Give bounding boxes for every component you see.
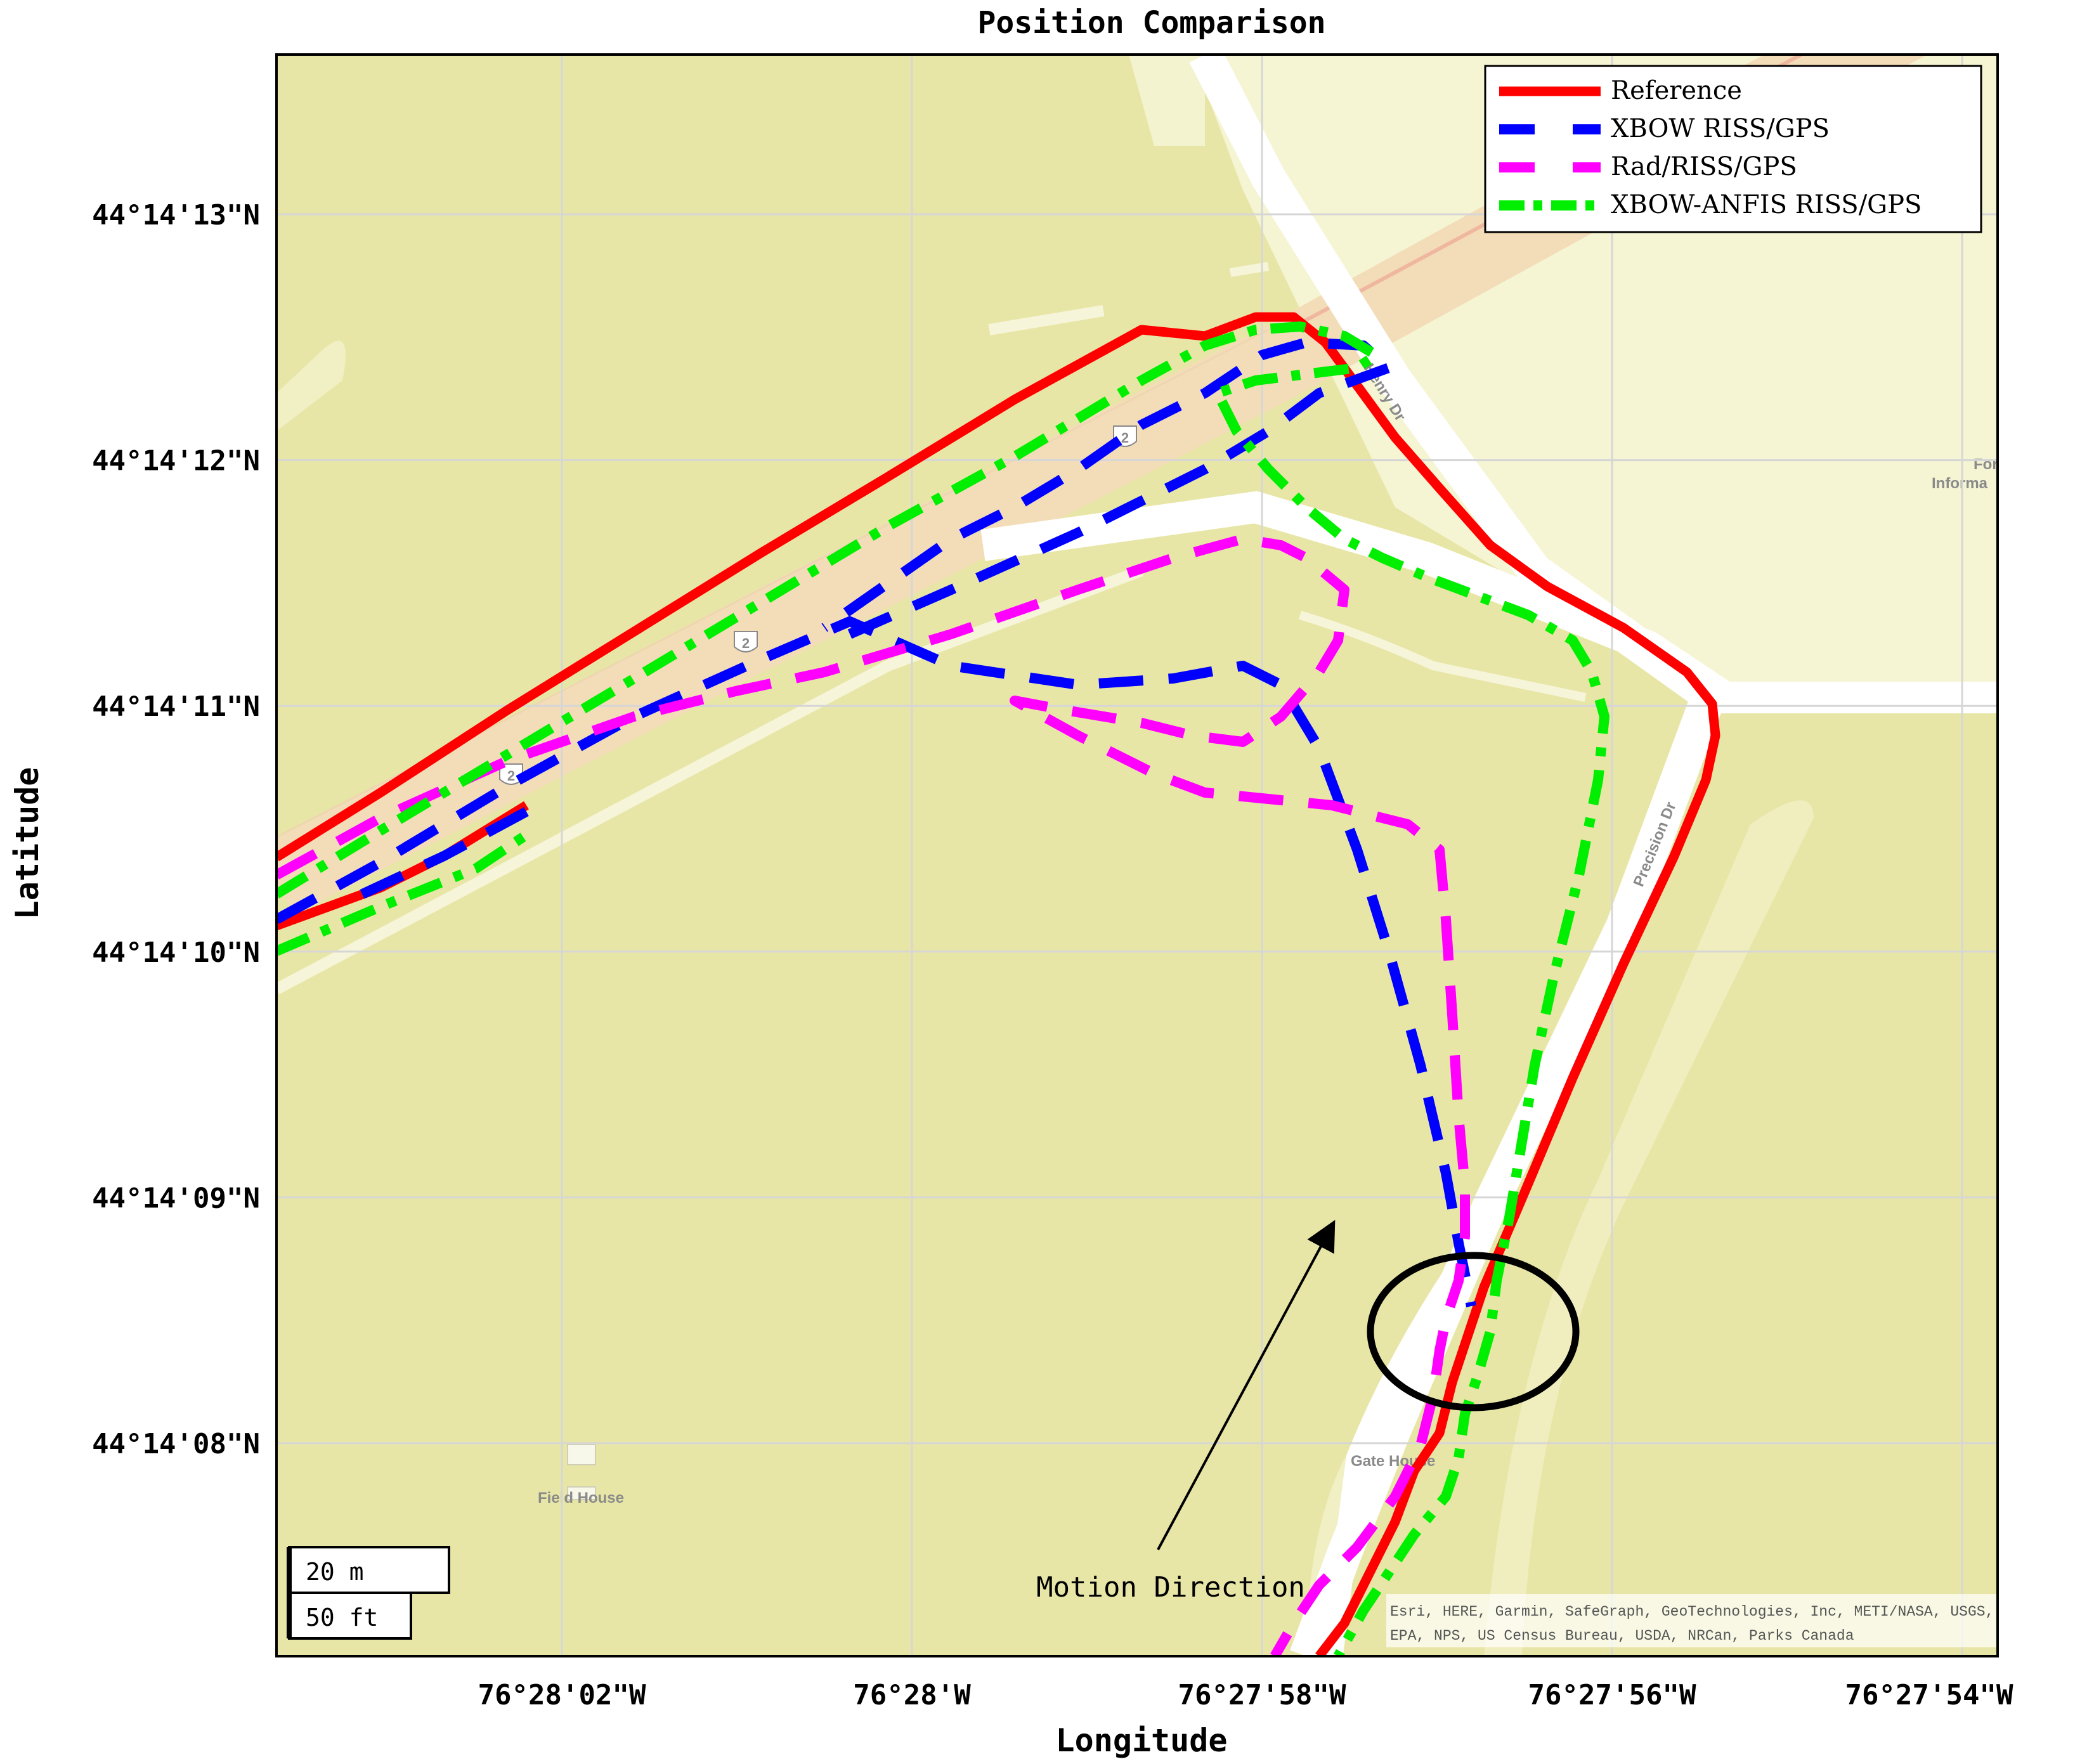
series-xbow-riss-gps-lower xyxy=(346,807,529,905)
series-reference xyxy=(276,312,1720,1656)
svg-text:XBOW-ANFIS RISS/GPS: XBOW-ANFIS RISS/GPS xyxy=(1611,190,1922,219)
y-tick-labels: 44°14'13"N 44°14'12"N 44°14'11"N 44°14'10"N… xyxy=(92,199,260,1460)
trajectory-series xyxy=(276,312,1720,1656)
svg-text:2: 2 xyxy=(742,635,750,651)
motion-direction-arrow xyxy=(1157,1219,1336,1550)
x-tick-label: 76°28'02"W xyxy=(478,1679,646,1711)
x-tick-label: 76°28'W xyxy=(853,1679,971,1711)
parking-right xyxy=(1484,800,1814,1656)
svg-text:2: 2 xyxy=(507,768,515,784)
svg-text:Rad/RISS/GPS: Rad/RISS/GPS xyxy=(1611,152,1797,181)
series-xbow-anfis-riss-gps xyxy=(276,321,1610,1656)
route-shield-2: 2 xyxy=(734,631,758,652)
label-informa: Informa xyxy=(1932,475,1988,492)
label-field-house: Field House xyxy=(538,1489,624,1507)
road-strip-3 xyxy=(1298,611,1587,702)
field-house-building-2 xyxy=(567,1486,596,1500)
x-tick-label: 76°27'56"W xyxy=(1528,1679,1696,1711)
svg-text:EPA, NPS, US Census Bureau, US: EPA, NPS, US Census Bureau, USDA, NRCan,… xyxy=(1390,1628,1854,1644)
svg-text:Esri, HERE, Garmin, SafeGraph,: Esri, HERE, Garmin, SafeGraph, GeoTechno… xyxy=(1390,1604,1994,1620)
highlight-ellipse xyxy=(1367,1252,1580,1411)
chart-title: Position Comparison xyxy=(977,5,1325,41)
y-tick-label: 44°14'11"N xyxy=(92,691,260,723)
x-tick-label: 76°27'58"W xyxy=(1178,1679,1346,1711)
x-tick-labels: 76°28'02"W 76°28'W 76°27'58"W 76°27'56"W 76°… xyxy=(478,1679,2013,1711)
road-gate-house xyxy=(1320,1262,1468,1656)
series-rad-riss-gps xyxy=(276,534,1470,1656)
x-tick-label: 76°27'54"W xyxy=(1845,1679,2013,1711)
motion-direction-label: Motion Direction xyxy=(1036,1571,1305,1604)
legend-entry-rad: Rad/RISS/GPS xyxy=(1499,152,1797,181)
road-strip-2 xyxy=(988,305,1105,335)
y-tick-label: 44°14'08"N xyxy=(92,1428,260,1460)
scale-bar: 20 m 50 ft xyxy=(287,1546,450,1640)
legend-entry-reference: Reference xyxy=(1499,76,1742,105)
scale-imperial: 50 ft xyxy=(306,1604,378,1631)
y-axis-label: Latitude xyxy=(9,767,46,920)
urban-area-strip xyxy=(1129,55,1205,146)
legend: Reference XBOW RISS/GPS Rad/RISS/GPS XBO… xyxy=(1484,65,1982,233)
basemap: 2 2 2 Henry Dr Precision Dr Field House … xyxy=(276,55,2003,1656)
route-shield-3: 2 xyxy=(499,763,523,785)
road-east-west xyxy=(980,491,1998,713)
y-tick-label: 44°14'13"N xyxy=(92,199,260,231)
annotations: Motion Direction xyxy=(1036,1219,1580,1604)
y-tick-label: 44°14'09"N xyxy=(92,1182,260,1214)
legend-entry-anfis: XBOW-ANFIS RISS/GPS xyxy=(1499,190,1922,219)
label-fort: Fort xyxy=(1974,456,2003,473)
x-axis-label: Longitude xyxy=(1056,1722,1228,1759)
parking-left xyxy=(276,340,346,431)
y-tick-label: 44°14'12"N xyxy=(92,445,260,477)
svg-text:2: 2 xyxy=(1121,430,1129,446)
road-strip-1 xyxy=(276,565,1144,994)
svg-text:Reference: Reference xyxy=(1611,76,1742,105)
svg-text:XBOW RISS/GPS: XBOW RISS/GPS xyxy=(1611,114,1830,143)
series-reference-branch xyxy=(276,801,529,931)
y-tick-label: 44°14'10"N xyxy=(92,937,260,969)
scale-metric: 20 m xyxy=(306,1558,364,1586)
plot-frame xyxy=(275,53,1999,1657)
map-attribution: Esri, HERE, Garmin, SafeGraph, GeoTechno… xyxy=(1386,1594,1998,1647)
legend-entry-xbow: XBOW RISS/GPS xyxy=(1499,114,1830,143)
field-house-building xyxy=(567,1444,596,1465)
series-xbow-riss-gps xyxy=(276,337,1476,1307)
